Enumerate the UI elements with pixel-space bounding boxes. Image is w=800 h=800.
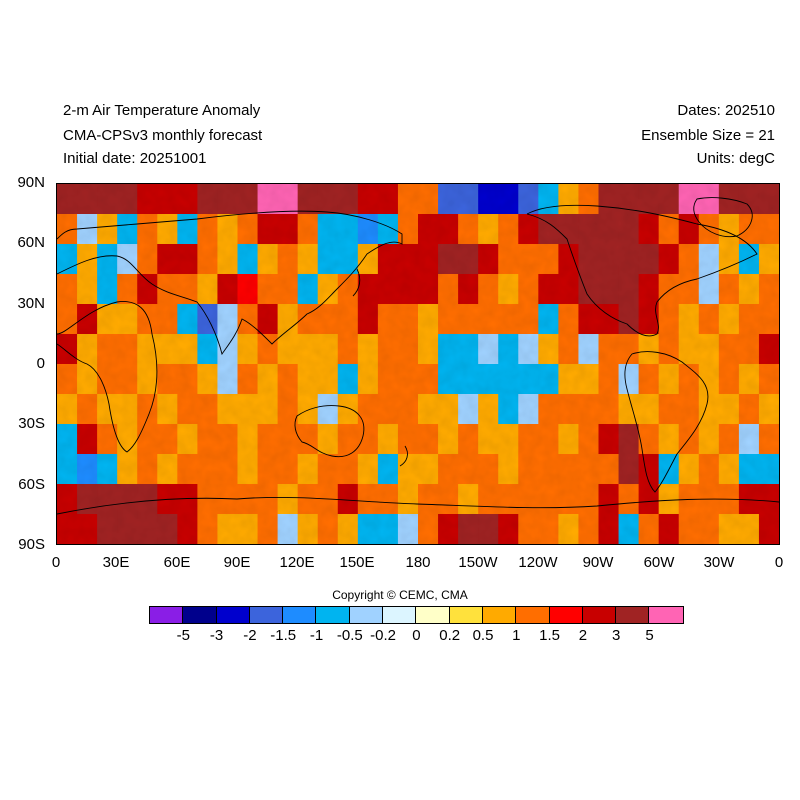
map-title: 2-m Air Temperature Anomaly [63, 102, 261, 119]
colorbar-swatch [616, 607, 650, 623]
units-label: Units: degC [696, 150, 775, 167]
lon-label-120e: 120E [279, 554, 315, 571]
lat-label-90n: 90N [17, 174, 45, 191]
lon-label-180: 180 [405, 554, 431, 571]
lon-label-150w: 150W [458, 554, 498, 571]
colorbar-swatch [482, 607, 517, 623]
lon-label-30w: 30W [703, 554, 735, 571]
coastline-australia [294, 405, 365, 458]
lon-label-0: 0 [51, 554, 61, 571]
coastline-africa [57, 301, 158, 453]
coastline-north-america [526, 204, 758, 337]
lat-label-90s: 90S [18, 536, 45, 553]
coastline-greenland [693, 197, 753, 238]
lon-label-90w: 90W [582, 554, 614, 571]
colorbar-swatch [416, 607, 450, 623]
colorbar-label: 2 [578, 627, 588, 644]
lon-label-60e: 60E [163, 554, 191, 571]
model-subtitle: CMA-CPSv3 monthly forecast [63, 127, 263, 144]
colorbar-swatch [150, 607, 184, 623]
colorbar-label: -0.2 [370, 627, 397, 644]
colorbar-label: 0.2 [439, 627, 461, 644]
colorbar-swatch [582, 607, 617, 623]
lat-label-equator: 0 [36, 355, 45, 372]
lat-label-30n: 30N [17, 295, 45, 312]
colorbar-label: 5 [645, 627, 654, 644]
colorbar-label: -0.5 [336, 627, 363, 644]
colorbar-label: -2 [243, 627, 257, 644]
colorbar-swatch [516, 607, 550, 623]
lon-label-120w: 120W [518, 554, 558, 571]
lat-label-30s: 30S [18, 415, 45, 432]
lat-label-60s: 60S [18, 476, 45, 493]
lon-label-150e: 150E [339, 554, 375, 571]
colorbar-swatch [383, 607, 417, 623]
coastline-south-america [624, 351, 709, 493]
colorbar-label: 0 [412, 627, 421, 644]
anomaly-field [57, 184, 779, 544]
coastline-antarctica [57, 496, 779, 515]
coastlines [57, 197, 779, 515]
colorbar-label: -5 [176, 627, 190, 644]
colorbar-swatch [183, 607, 217, 623]
colorbar-label: 1 [512, 627, 521, 644]
colorbar-swatch [283, 607, 317, 623]
colorbar-label: -3 [209, 627, 224, 644]
colorbar-swatch [316, 607, 350, 623]
colorbar-label: 3 [612, 627, 621, 644]
lon-label-0-east: 0 [774, 554, 784, 571]
colorbar-swatch [216, 607, 250, 623]
colorbar [149, 606, 684, 624]
colorbar-swatch [649, 607, 683, 623]
colorbar-label: 1.5 [539, 627, 561, 644]
temperature-anomaly-map [56, 183, 780, 545]
lon-label-60w: 60W [643, 554, 675, 571]
coastline-japan [352, 268, 361, 297]
valid-dates: Dates: 202510 [677, 102, 775, 119]
coastline-eurasia [57, 210, 403, 356]
ensemble-size: Ensemble Size = 21 [641, 127, 775, 144]
colorbar-label: 0.5 [472, 627, 494, 644]
colorbar-swatch [549, 607, 583, 623]
colorbar-swatch [349, 607, 384, 623]
coastline-new-zealand [399, 445, 408, 467]
lon-label-90e: 90E [223, 554, 251, 571]
initial-date: Initial date: 20251001 [63, 150, 207, 167]
colorbar-swatch [249, 607, 284, 623]
colorbar-swatch [449, 607, 483, 623]
lat-label-60n: 60N [17, 234, 45, 251]
colorbar-label: -1 [309, 627, 324, 644]
lon-label-30e: 30E [102, 554, 130, 571]
colorbar-label: -1.5 [270, 627, 297, 644]
copyright-notice: Copyright © CEMC, CMA [332, 588, 468, 602]
texture-overlay [57, 184, 779, 544]
